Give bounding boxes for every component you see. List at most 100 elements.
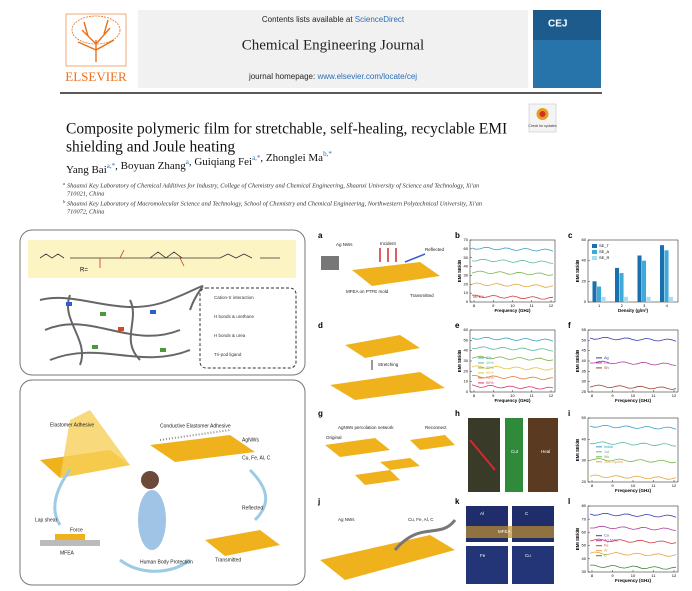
y-tick-label: 0 (466, 389, 469, 394)
legend-label: Cu (604, 534, 609, 538)
y-tick-label: 30 (464, 358, 469, 363)
legend-label: 10th cycles (604, 460, 623, 464)
legend-label: 70% (486, 376, 494, 380)
panel-letter: k (455, 497, 460, 506)
application-label: Reflected (242, 505, 263, 511)
y-axis-title: EMI SE/dB (457, 349, 462, 372)
curve (472, 375, 554, 380)
interaction-label: Tri-pod ligand (214, 352, 242, 357)
legend-label: Sh (604, 366, 609, 370)
y-tick-label: 55 (582, 327, 587, 332)
panel-label: Reconnect (425, 425, 447, 430)
curve (590, 564, 677, 570)
x-axis-title: Frequency (GHz) (615, 488, 652, 493)
affiliation-text: 710021, China (67, 190, 104, 197)
x-tick-label: 12 (672, 573, 677, 578)
y-tick-label: 20 (464, 368, 469, 373)
interaction-label: Cation-π interaction (214, 295, 254, 300)
x-tick-label: 8 (473, 303, 476, 308)
x-tick-label: 10 (631, 483, 636, 488)
homepage-text: journal homepage: (248, 72, 318, 81)
y-tick-label: 20 (464, 281, 469, 286)
molecule-band (28, 240, 296, 278)
x-axis-title: Density (g/m²) (618, 308, 649, 313)
curve (590, 441, 677, 447)
legend-swatch (592, 250, 597, 254)
y-tick-label: 50 (582, 543, 587, 548)
x-tick-label: 11 (530, 393, 535, 398)
legend-label: 5th (604, 455, 609, 459)
interaction-label: H bonds & urea (214, 333, 246, 338)
y-tick-label: 40 (582, 258, 587, 263)
x-tick-label: 11 (651, 573, 656, 578)
bar (646, 296, 651, 302)
application-label: Cu, Fe, Al, C (242, 455, 271, 461)
bar (615, 267, 620, 302)
y-tick-label: 30 (582, 458, 587, 463)
curve (589, 384, 677, 390)
panel-letter: a (318, 231, 323, 240)
author-affiliation-mark: b,* (323, 150, 332, 158)
panel-g-art (325, 435, 455, 485)
curve (471, 355, 554, 362)
panel-label: AgNWs percolation network (338, 425, 394, 430)
y-axis-title: EMI SE/dB (575, 438, 580, 461)
author-line: Yang Baia,*, Boyuan Zhanga, Guiqiang Fei… (66, 150, 332, 176)
x-tick-label: 10 (510, 393, 515, 398)
panel-label: C (525, 511, 529, 516)
x-tick-label: 12 (672, 483, 677, 488)
legend-label: SE_R (599, 255, 610, 260)
curve (471, 246, 554, 252)
panel-letter: c (568, 231, 573, 240)
legend-label: Fe (604, 544, 608, 548)
x-tick-label: 3 (643, 303, 646, 308)
application-label: Human Body Protection (140, 559, 193, 565)
curve (472, 258, 554, 264)
bar (597, 286, 602, 302)
y-axis-title: EMI SE/dB (575, 527, 580, 550)
x-tick-label: 11 (530, 303, 535, 308)
curve (589, 474, 677, 480)
panel-letter: d (318, 321, 323, 330)
panel-label: Ag NWs (338, 517, 355, 522)
badge-text: Check for updates (528, 124, 557, 128)
cover-title: CEJ (548, 19, 567, 30)
y-tick-label: 35 (582, 368, 587, 373)
legend-label: Ch (604, 361, 609, 365)
x-tick-label: 12 (549, 303, 554, 308)
panel-label: Fe (480, 553, 486, 558)
cover-art (533, 40, 601, 88)
x-tick-label: 9 (611, 483, 614, 488)
panel-label: Ag NWs (336, 242, 353, 247)
check-updates-badge[interactable] (528, 103, 557, 133)
curve (471, 270, 554, 276)
interaction-legend-box (199, 287, 297, 369)
application-label: AgNWs (242, 437, 259, 443)
chart-annotation: MFEA (473, 294, 484, 299)
affiliation-text: Shaanxi Key Laboratory of Macromolecular… (67, 200, 482, 207)
x-axis-title: Frequency (GHz) (494, 398, 531, 403)
panel-d-art (330, 335, 445, 400)
panel-k-art (466, 506, 554, 584)
y-tick-label: 10 (464, 290, 469, 295)
curve (589, 551, 677, 557)
application-label: Elastomer Adhesive (50, 422, 94, 428)
bar (601, 296, 606, 302)
y-tick-label: 30 (582, 379, 587, 384)
legend-label: SE_A (599, 249, 610, 254)
panel-letter: l (568, 497, 570, 506)
y-tick-label: 10 (464, 379, 469, 384)
legend-swatch (592, 244, 597, 248)
application-label: Force (70, 527, 83, 533)
bar (619, 273, 624, 302)
x-tick-label: 8 (473, 393, 476, 398)
legend-label: C (604, 554, 607, 558)
article-title: shielding and Joule heating (66, 139, 235, 156)
panel-label: Cu (525, 553, 531, 558)
y-tick-label: 40 (582, 358, 587, 363)
panel-label: Cu, Fe, Al, C (408, 517, 434, 522)
x-tick-label: 12 (672, 393, 677, 398)
bar (664, 250, 669, 302)
interaction-label: H bonds & urethane (214, 314, 255, 319)
